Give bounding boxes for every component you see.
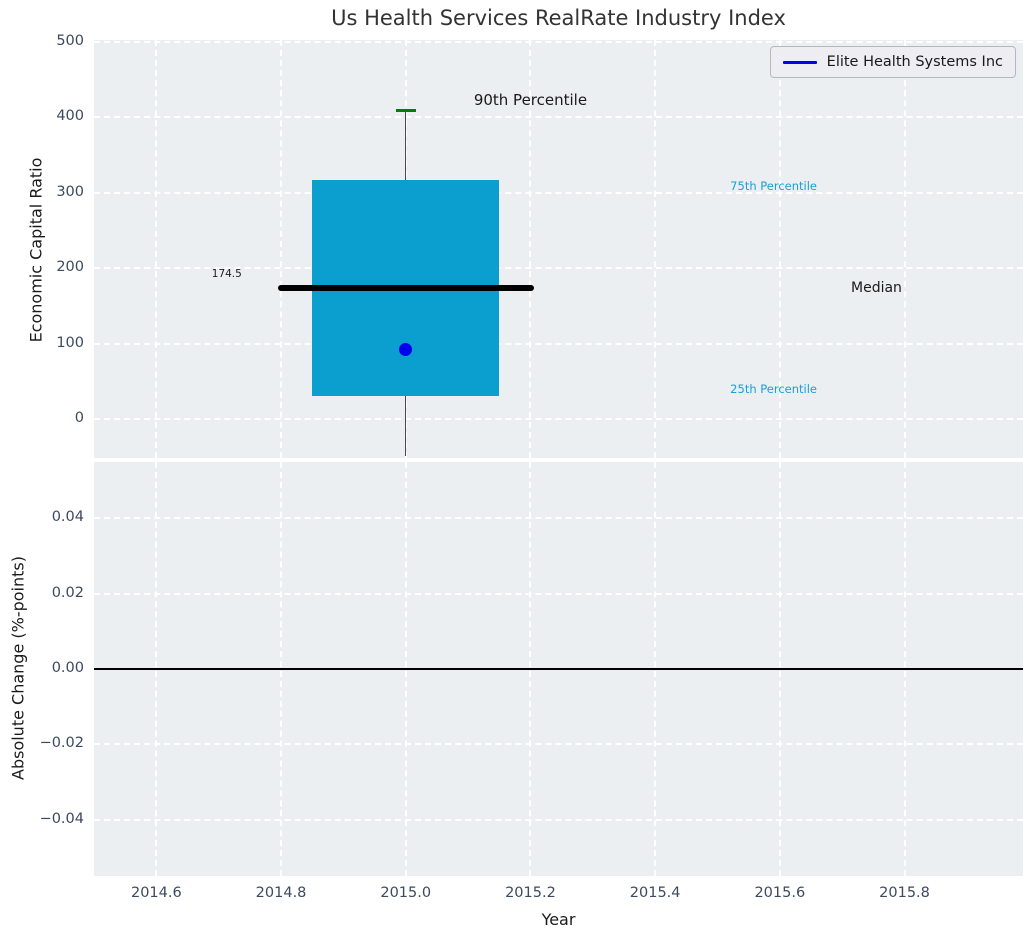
annotation-90th-percentile: 90th Percentile [473, 90, 588, 109]
x-tick-label: 2015.4 [629, 885, 681, 901]
company-point [399, 343, 413, 357]
gridline [94, 267, 1023, 270]
y-tick-label-bottom: −0.04 [39, 810, 84, 827]
chart-title: Us Health Services RealRate Industry Ind… [331, 6, 786, 30]
y-tick-label-bottom: 0.02 [51, 584, 84, 601]
y-tick-label-top: 200 [56, 259, 84, 276]
gridline [94, 743, 1023, 746]
y-tick-label-top: 300 [56, 183, 84, 200]
zero-line [94, 668, 1023, 670]
gridline [94, 40, 1023, 43]
xlabel-year: Year [541, 910, 576, 929]
x-tick-label: 2015.6 [754, 885, 806, 901]
gridline [94, 517, 1023, 520]
gridline [778, 40, 781, 458]
gridline [94, 592, 1023, 595]
y-tick-label-top: 100 [56, 334, 84, 351]
y-tick-label-bottom: −0.02 [39, 735, 84, 752]
x-tick-label: 2015.2 [505, 885, 556, 901]
gridline [903, 40, 906, 458]
y-tick-label-top: 0 [74, 410, 84, 427]
gridline [94, 818, 1023, 821]
x-tick-label: 2015.8 [879, 885, 930, 901]
median-line [277, 284, 534, 291]
x-tick-label: 2014.8 [255, 885, 307, 901]
gridline [94, 342, 1023, 345]
bottom-axes [94, 462, 1023, 876]
gridline [280, 40, 283, 458]
gridline [529, 40, 532, 458]
legend-label: Elite Health Systems Inc [826, 54, 1003, 70]
legend: Elite Health Systems Inc [769, 46, 1016, 78]
gridline [155, 40, 158, 458]
x-tick-label: 2014.6 [130, 885, 182, 901]
annotation-174-5: 174.5 [211, 268, 242, 281]
gridline [94, 116, 1023, 119]
gridline [94, 191, 1023, 194]
gridline [654, 40, 657, 458]
top-axes: 90th Percentile 75th Percentile Median 25th… [94, 40, 1023, 458]
annotation-25th-percentile: 25th Percentile [730, 382, 818, 397]
cap-90th-percentile [395, 108, 416, 112]
y-tick-label-bottom: 0.00 [51, 660, 84, 676]
y-tick-label-top: 500 [56, 32, 84, 49]
annotation-75th-percentile: 75th Percentile [730, 178, 818, 193]
annotation-median: Median [851, 279, 902, 296]
legend-line-sample [782, 60, 817, 64]
x-tick-label: 2015.0 [380, 885, 432, 901]
gridline [94, 418, 1023, 421]
y-tick-label-top: 400 [56, 108, 84, 125]
y-tick-label-bottom: 0.04 [51, 509, 84, 526]
